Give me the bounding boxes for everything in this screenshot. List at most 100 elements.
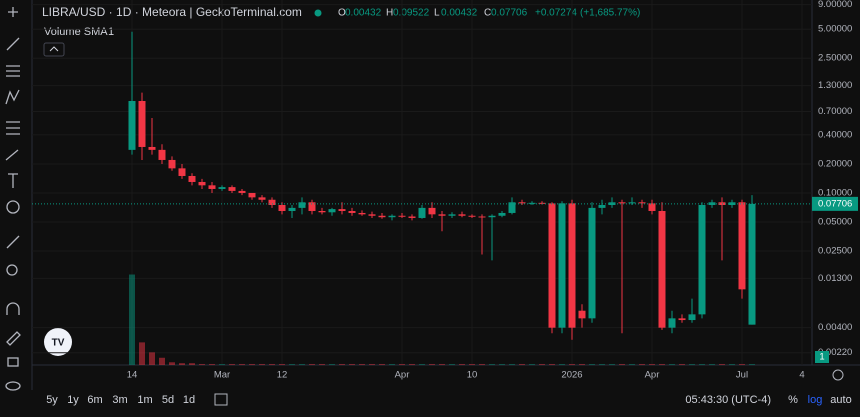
candle-body xyxy=(378,215,386,218)
volume-bar xyxy=(429,364,435,365)
volume-bar xyxy=(369,364,375,365)
volume-bar xyxy=(529,364,535,365)
range-button[interactable]: 1y xyxy=(67,394,79,406)
goto-date-button[interactable] xyxy=(214,393,228,406)
candle-body xyxy=(538,202,546,204)
volume-bar xyxy=(219,364,225,365)
volume-bar xyxy=(559,364,565,365)
volume-bar xyxy=(289,364,295,365)
prediction-tool[interactable] xyxy=(6,121,20,135)
brush-tool[interactable] xyxy=(5,149,19,161)
candle-body xyxy=(708,202,716,205)
volume-bar xyxy=(389,364,395,365)
volume-bar xyxy=(539,364,545,365)
y-tick-label: 2.50000 xyxy=(818,53,852,64)
candle-body xyxy=(548,203,556,328)
volume-bar xyxy=(319,364,325,365)
volume-bar xyxy=(499,364,505,365)
x-tick-label: Mar xyxy=(214,370,230,381)
volume-bar xyxy=(239,364,245,365)
candle-body xyxy=(578,310,586,319)
volume-bar xyxy=(449,364,455,365)
magnet-tool[interactable] xyxy=(6,302,20,315)
candle-body xyxy=(438,214,446,216)
volume-bar xyxy=(679,364,685,365)
volume-bar xyxy=(639,364,645,365)
volume-bar xyxy=(349,364,355,365)
range-button[interactable]: 6m xyxy=(87,394,102,406)
candle-body xyxy=(598,204,606,208)
y-tick-label: 5.00000 xyxy=(818,24,852,35)
volume-bar xyxy=(469,364,475,365)
range-button[interactable]: 3m xyxy=(112,394,127,406)
candle-body xyxy=(488,215,496,218)
pattern-tool[interactable] xyxy=(5,89,20,105)
ruler-tool[interactable] xyxy=(6,235,20,249)
y-tick-label: 0.02500 xyxy=(818,245,852,256)
candle-body xyxy=(168,159,176,169)
range-button[interactable]: 5y xyxy=(46,394,58,406)
range-button[interactable]: 1d xyxy=(183,394,195,406)
y-tick-label: 0.00400 xyxy=(818,322,852,333)
volume-bar xyxy=(609,364,615,365)
candle-body xyxy=(698,204,706,315)
status-dot xyxy=(314,9,322,17)
candle-body xyxy=(408,216,416,218)
change-pct: (+1,685.77%) xyxy=(580,8,640,19)
collapse-button[interactable] xyxy=(43,42,65,57)
change: +0.07274 xyxy=(535,8,577,19)
candle-body xyxy=(148,146,156,150)
candle-body xyxy=(558,203,566,328)
candle-body xyxy=(638,202,646,204)
text-tool[interactable] xyxy=(8,173,18,188)
volume-bar xyxy=(199,364,205,365)
volume-bar xyxy=(659,364,665,365)
candle-body xyxy=(188,175,196,182)
candle-body xyxy=(668,318,676,328)
candle-body xyxy=(358,212,366,215)
volume-bar xyxy=(729,364,735,365)
crosshair-tool[interactable] xyxy=(8,7,18,17)
volume-bar xyxy=(129,274,135,365)
x-tick-label: Jul xyxy=(736,370,748,381)
y-tick-label: 0.00220 xyxy=(818,347,852,358)
auto-button[interactable]: auto xyxy=(830,394,851,406)
logo[interactable] xyxy=(44,328,72,356)
zoom-tool[interactable] xyxy=(6,264,18,276)
ohlc-letter: O xyxy=(338,8,346,19)
x-tick-label: 2026 xyxy=(561,370,582,381)
volume-title: Volume SMA xyxy=(44,26,108,38)
volume-bar xyxy=(489,364,495,365)
lock-tool[interactable] xyxy=(7,357,19,367)
clock[interactable]: 05:43:30 (UTC-4) xyxy=(685,394,771,406)
volume-bar xyxy=(139,342,145,365)
volume-bar xyxy=(299,364,305,365)
volume-bar xyxy=(669,364,675,365)
volume-bar xyxy=(269,364,275,365)
logo-mark: TV xyxy=(52,338,65,349)
candle-body xyxy=(138,100,146,147)
volume-bar xyxy=(709,364,715,365)
y-tick-label: 0.01300 xyxy=(818,273,852,284)
hide-tool[interactable] xyxy=(5,381,21,391)
lock-draw-tool[interactable] xyxy=(6,331,21,346)
volume-bar xyxy=(749,364,755,365)
volume-bar xyxy=(419,364,425,365)
range-button[interactable]: 1m xyxy=(137,394,152,406)
volume-bar xyxy=(329,364,335,365)
volume-bar xyxy=(189,363,195,365)
settings-button[interactable] xyxy=(832,369,844,381)
candle-body xyxy=(218,187,226,189)
ohlc-letter: C xyxy=(484,8,491,19)
percent-button[interactable]: % xyxy=(788,394,798,406)
emoji-tool[interactable] xyxy=(6,200,20,214)
fib-tool[interactable] xyxy=(6,65,20,77)
log-button[interactable]: log xyxy=(808,394,823,406)
candle-body xyxy=(448,214,456,216)
trendline-tool[interactable] xyxy=(6,37,20,51)
range-button[interactable]: 5d xyxy=(162,394,174,406)
volume-bar xyxy=(459,364,465,365)
candle-body xyxy=(618,202,626,204)
candle-body xyxy=(158,149,166,160)
